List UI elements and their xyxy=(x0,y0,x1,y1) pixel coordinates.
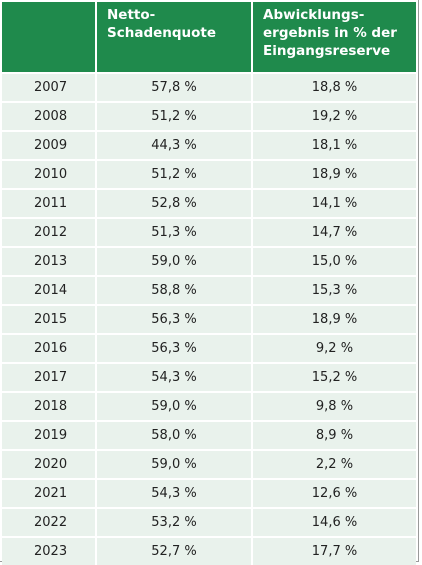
header-netto-schadenquote-line1: Netto- xyxy=(107,7,156,23)
table-body: 2007 57,8 % 18,8 % 2008 51,2 % 19,2 % 20… xyxy=(2,72,416,565)
header-abwicklungsergebnis-line2: ergebnis in % der xyxy=(263,25,397,41)
cell-netto-schadenquote: 54,3 % xyxy=(97,362,253,391)
table-row: 2007 57,8 % 18,8 % xyxy=(2,72,416,101)
cell-netto-schadenquote: 52,8 % xyxy=(97,188,253,217)
table-row: 2012 51,3 % 14,7 % xyxy=(2,217,416,246)
table-row: 2021 54,3 % 12,6 % xyxy=(2,478,416,507)
cell-year: 2012 xyxy=(2,217,97,246)
cell-year: 2013 xyxy=(2,246,97,275)
table-row: 2022 53,2 % 14,6 % xyxy=(2,507,416,536)
cell-year: 2014 xyxy=(2,275,97,304)
cell-year: 2017 xyxy=(2,362,97,391)
cell-year: 2009 xyxy=(2,130,97,159)
cell-year: 2019 xyxy=(2,420,97,449)
cell-year: 2022 xyxy=(2,507,97,536)
cell-abwicklungsergebnis: 15,2 % xyxy=(253,362,416,391)
cell-netto-schadenquote: 58,0 % xyxy=(97,420,253,449)
cell-abwicklungsergebnis: 17,7 % xyxy=(253,536,416,565)
cell-netto-schadenquote: 59,0 % xyxy=(97,391,253,420)
header-abwicklungsergebnis-line1: Abwicklungs- xyxy=(263,7,365,23)
cell-year: 2011 xyxy=(2,188,97,217)
cell-netto-schadenquote: 54,3 % xyxy=(97,478,253,507)
table-row: 2015 56,3 % 18,9 % xyxy=(2,304,416,333)
data-table: Netto- Schadenquote Abwicklungs- ergebni… xyxy=(2,2,416,565)
cell-abwicklungsergebnis: 18,8 % xyxy=(253,72,416,101)
cell-abwicklungsergebnis: 9,8 % xyxy=(253,391,416,420)
table-row: 2020 59,0 % 2,2 % xyxy=(2,449,416,478)
cell-year: 2023 xyxy=(2,536,97,565)
cell-netto-schadenquote: 44,3 % xyxy=(97,130,253,159)
cell-netto-schadenquote: 51,2 % xyxy=(97,101,253,130)
header-netto-schadenquote: Netto- Schadenquote xyxy=(97,2,253,72)
cell-abwicklungsergebnis: 14,1 % xyxy=(253,188,416,217)
cell-abwicklungsergebnis: 18,9 % xyxy=(253,159,416,188)
cell-netto-schadenquote: 51,2 % xyxy=(97,159,253,188)
header-abwicklungsergebnis: Abwicklungs- ergebnis in % der Eingangsr… xyxy=(253,2,416,72)
header-year xyxy=(2,2,97,72)
table-row: 2009 44,3 % 18,1 % xyxy=(2,130,416,159)
cell-netto-schadenquote: 59,0 % xyxy=(97,449,253,478)
header-netto-schadenquote-line2: Schadenquote xyxy=(107,25,217,41)
cell-abwicklungsergebnis: 18,9 % xyxy=(253,304,416,333)
table-row: 2019 58,0 % 8,9 % xyxy=(2,420,416,449)
cell-abwicklungsergebnis: 8,9 % xyxy=(253,420,416,449)
cell-abwicklungsergebnis: 15,3 % xyxy=(253,275,416,304)
table-row: 2018 59,0 % 9,8 % xyxy=(2,391,416,420)
cell-netto-schadenquote: 51,3 % xyxy=(97,217,253,246)
cell-year: 2015 xyxy=(2,304,97,333)
table-row: 2008 51,2 % 19,2 % xyxy=(2,101,416,130)
cell-year: 2018 xyxy=(2,391,97,420)
table-header-row: Netto- Schadenquote Abwicklungs- ergebni… xyxy=(2,2,416,72)
cell-abwicklungsergebnis: 9,2 % xyxy=(253,333,416,362)
cell-abwicklungsergebnis: 15,0 % xyxy=(253,246,416,275)
table-row: 2023 52,7 % 17,7 % xyxy=(2,536,416,565)
cell-abwicklungsergebnis: 14,6 % xyxy=(253,507,416,536)
cell-netto-schadenquote: 56,3 % xyxy=(97,333,253,362)
table-row: 2014 58,8 % 15,3 % xyxy=(2,275,416,304)
cell-abwicklungsergebnis: 18,1 % xyxy=(253,130,416,159)
cell-year: 2020 xyxy=(2,449,97,478)
table-row: 2016 56,3 % 9,2 % xyxy=(2,333,416,362)
table-row: 2010 51,2 % 18,9 % xyxy=(2,159,416,188)
cell-year: 2010 xyxy=(2,159,97,188)
cell-netto-schadenquote: 52,7 % xyxy=(97,536,253,565)
cell-abwicklungsergebnis: 14,7 % xyxy=(253,217,416,246)
cell-netto-schadenquote: 59,0 % xyxy=(97,246,253,275)
cell-abwicklungsergebnis: 19,2 % xyxy=(253,101,416,130)
table-row: 2011 52,8 % 14,1 % xyxy=(2,188,416,217)
cell-netto-schadenquote: 58,8 % xyxy=(97,275,253,304)
cell-year: 2016 xyxy=(2,333,97,362)
cell-netto-schadenquote: 53,2 % xyxy=(97,507,253,536)
cell-netto-schadenquote: 57,8 % xyxy=(97,72,253,101)
cell-year: 2021 xyxy=(2,478,97,507)
table-row: 2013 59,0 % 15,0 % xyxy=(2,246,416,275)
header-abwicklungsergebnis-line3: Eingangsreserve xyxy=(263,43,391,59)
table-row: 2017 54,3 % 15,2 % xyxy=(2,362,416,391)
cell-abwicklungsergebnis: 12,6 % xyxy=(253,478,416,507)
cell-year: 2008 xyxy=(2,101,97,130)
cell-abwicklungsergebnis: 2,2 % xyxy=(253,449,416,478)
cell-year: 2007 xyxy=(2,72,97,101)
cell-netto-schadenquote: 56,3 % xyxy=(97,304,253,333)
